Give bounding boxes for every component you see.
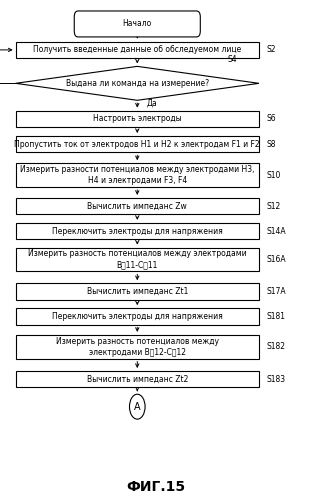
Text: S12: S12 <box>267 202 281 211</box>
Bar <box>16 136 259 153</box>
Text: Выдана ли команда на измерение?: Выдана ли команда на измерение? <box>66 79 209 88</box>
Text: Вычислить импеданс Zt1: Вычислить импеданс Zt1 <box>87 287 188 296</box>
Text: Пропустить ток от электродов Н1 и Н2 к электродам F1 и F2: Пропустить ток от электродов Н1 и Н2 к э… <box>14 140 260 149</box>
Circle shape <box>129 394 145 419</box>
Bar <box>16 223 259 240</box>
Text: Измерить разность потенциалов между
электродами В12-С12: Измерить разность потенциалов между элек… <box>56 337 219 357</box>
Bar <box>16 371 259 388</box>
Text: S183: S183 <box>267 375 286 384</box>
Text: S181: S181 <box>267 312 286 321</box>
Text: Настроить электроды: Настроить электроды <box>93 114 182 123</box>
Text: Да: Да <box>147 98 157 107</box>
Text: А: А <box>134 402 141 412</box>
Bar <box>16 163 259 187</box>
Text: ФИГ.15: ФИГ.15 <box>126 480 186 494</box>
Text: Переключить электроды для напряжения: Переключить электроды для напряжения <box>52 312 223 321</box>
Polygon shape <box>16 66 259 100</box>
Bar <box>16 308 259 325</box>
Text: Вычислить импеданс Zt2: Вычислить импеданс Zt2 <box>87 375 188 384</box>
Text: Вычислить импеданс Zw: Вычислить импеданс Zw <box>87 202 187 211</box>
Text: S2: S2 <box>267 45 276 54</box>
Bar <box>16 198 259 215</box>
Text: S17A: S17A <box>267 287 286 296</box>
Text: S6: S6 <box>267 114 276 123</box>
Text: Измерить разность потенциалов между электродами
В11-С11: Измерить разность потенциалов между элек… <box>28 250 246 269</box>
Text: S14A: S14A <box>267 227 286 236</box>
Text: Начало: Начало <box>123 19 152 28</box>
Text: S4: S4 <box>228 55 237 64</box>
Text: Переключить электроды для напряжения: Переключить электроды для напряжения <box>52 227 223 236</box>
Text: Получить введенные данные об обследуемом лице: Получить введенные данные об обследуемом… <box>33 45 241 54</box>
Bar <box>16 248 259 271</box>
Bar <box>16 335 259 359</box>
Text: S16A: S16A <box>267 255 286 264</box>
Bar <box>16 41 259 58</box>
FancyBboxPatch shape <box>74 11 200 37</box>
Text: S8: S8 <box>267 140 276 149</box>
Text: S10: S10 <box>267 171 281 180</box>
Bar <box>16 283 259 299</box>
Bar <box>16 111 259 127</box>
Text: Измерить разности потенциалов между электродами Н3,
Н4 и электродами F3, F4: Измерить разности потенциалов между элек… <box>20 165 255 185</box>
Text: S182: S182 <box>267 342 286 351</box>
